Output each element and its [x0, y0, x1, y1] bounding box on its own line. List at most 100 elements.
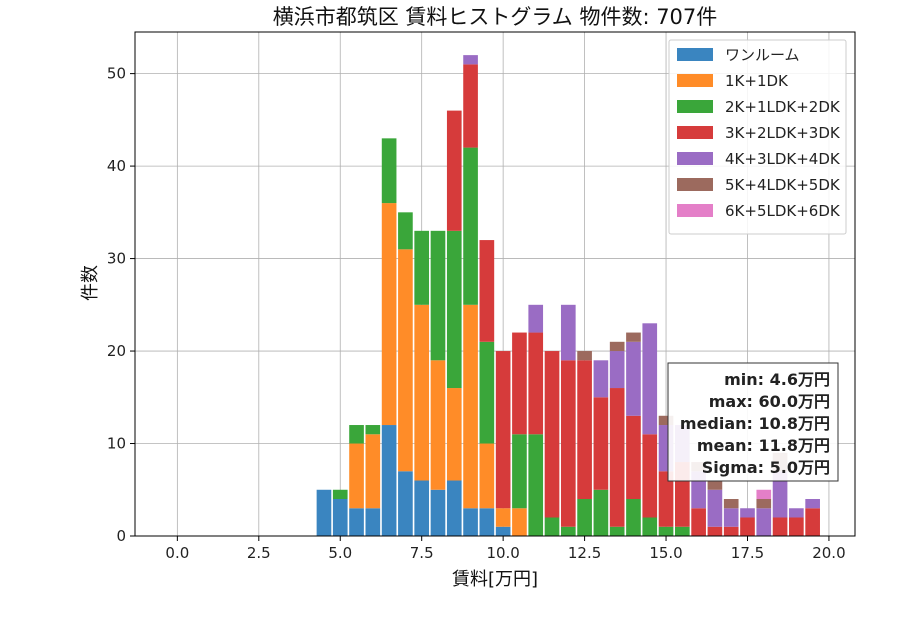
bar-segment	[772, 517, 788, 536]
stats-line: mean: 11.8万円	[697, 436, 830, 455]
bar-segment	[560, 360, 576, 527]
bar-segment	[528, 434, 544, 536]
bar-segment	[463, 304, 478, 509]
stats-line: Sigma: 5.0万円	[702, 458, 830, 477]
x-tick-label: 2.5	[247, 544, 271, 562]
x-axis-ticks: 0.0 2.5 5.0 7.5 10.0 12.5 15.0 17.5 20.0	[165, 536, 846, 562]
x-tick-label: 5.0	[328, 544, 352, 562]
bar-segment	[756, 489, 772, 500]
bar-segment	[756, 508, 772, 536]
bar-segment	[707, 526, 723, 536]
plot-frame	[134, 31, 856, 537]
bar-segment	[349, 443, 364, 509]
y-tick-label: 10	[107, 435, 126, 453]
bar-segment	[609, 388, 625, 527]
bar-segment	[332, 499, 348, 536]
stats-frame	[667, 362, 839, 482]
stats-line: min: 4.6万円	[724, 370, 830, 389]
bar-segment	[512, 434, 527, 509]
bar-segment	[512, 508, 527, 536]
bar-segment	[675, 526, 690, 536]
bar-segment	[626, 341, 641, 416]
bar-segment	[349, 508, 364, 536]
bar-segment	[658, 526, 674, 536]
bar-segment	[430, 360, 446, 490]
legend-frame	[668, 39, 847, 235]
bar-segment	[707, 480, 723, 490]
legend-swatch	[677, 100, 713, 113]
bar-segment	[446, 480, 462, 536]
stats-line: median: 10.8万円	[680, 414, 830, 433]
y-tick-label: 20	[107, 342, 126, 360]
legend-swatch	[677, 178, 713, 191]
x-axis-title: 賃料[万円]	[452, 569, 538, 590]
bar-segment	[691, 508, 706, 536]
x-tick-label: 0.0	[165, 544, 189, 562]
y-axis-title: 件数	[80, 265, 101, 301]
y-axis-ticks: 0 10 20 30 40 50	[107, 65, 135, 545]
bar-segment	[577, 360, 592, 500]
bar-segment	[495, 351, 511, 509]
bar-segment	[740, 508, 755, 518]
bar-segment	[414, 230, 430, 305]
bar-segment	[772, 471, 788, 518]
bar-segment	[463, 147, 478, 305]
bar-segment	[446, 230, 462, 389]
bar-segment	[332, 489, 348, 500]
bar-segment	[495, 526, 511, 536]
bar-segment	[446, 388, 462, 481]
bar-segment	[723, 499, 739, 509]
chart-title: 横浜市都筑区 賃料ヒストグラム 物件数: 707件	[273, 5, 718, 29]
bar-segment	[740, 517, 755, 536]
y-tick-label: 0	[116, 527, 126, 545]
bar-segment	[463, 508, 478, 536]
bar-segment	[707, 489, 723, 527]
y-tick-label: 50	[107, 65, 126, 83]
bar-segment	[805, 499, 820, 509]
bar-segment	[593, 397, 609, 490]
bar-segment	[560, 304, 576, 361]
bar-segment	[642, 323, 658, 435]
legend-swatch	[677, 48, 713, 61]
legend-label: 3K+2LDK+3DK	[725, 124, 841, 142]
x-tick-label: 20.0	[812, 544, 845, 562]
bar-segment	[609, 526, 625, 536]
legend-label: 4K+3LDK+4DK	[725, 150, 841, 168]
y-tick-label: 30	[107, 250, 126, 268]
bar-segment	[528, 332, 544, 435]
bar-segment	[479, 341, 495, 444]
bar-segment	[479, 443, 495, 509]
bar-segment	[577, 499, 592, 536]
legend-label: 1K+1DK	[725, 72, 789, 90]
bar-segment	[398, 471, 413, 536]
legend-swatch	[677, 152, 713, 165]
x-tick-label: 10.0	[486, 544, 519, 562]
legend-label: 5K+4LDK+5DK	[725, 176, 841, 194]
bar-segment	[805, 508, 820, 536]
x-tick-label: 15.0	[649, 544, 682, 562]
bar-segment	[398, 249, 413, 472]
bar-segment	[658, 471, 674, 527]
bar-segment	[365, 425, 381, 435]
bar-segment	[528, 304, 544, 333]
bar-segment	[430, 489, 446, 536]
bar-segment	[642, 517, 658, 536]
bar-segment	[658, 415, 674, 426]
bar-segment	[479, 240, 495, 342]
legend-swatch	[677, 204, 713, 217]
bar-segment	[414, 480, 430, 536]
bar-segment	[642, 434, 658, 518]
bar-segment	[593, 489, 609, 536]
legend-label: ワンルーム	[725, 46, 800, 64]
bar-segment	[463, 55, 478, 65]
bar-segment	[414, 304, 430, 481]
bar-segment	[560, 526, 576, 536]
bar-segment	[381, 138, 397, 204]
legend-swatch	[677, 126, 713, 139]
bar-segment	[789, 517, 804, 536]
bar-segment	[463, 64, 478, 148]
bar-segment	[349, 425, 364, 444]
histogram-bars	[316, 55, 820, 536]
bar-segment	[593, 360, 609, 398]
y-tick-label: 40	[107, 157, 126, 175]
